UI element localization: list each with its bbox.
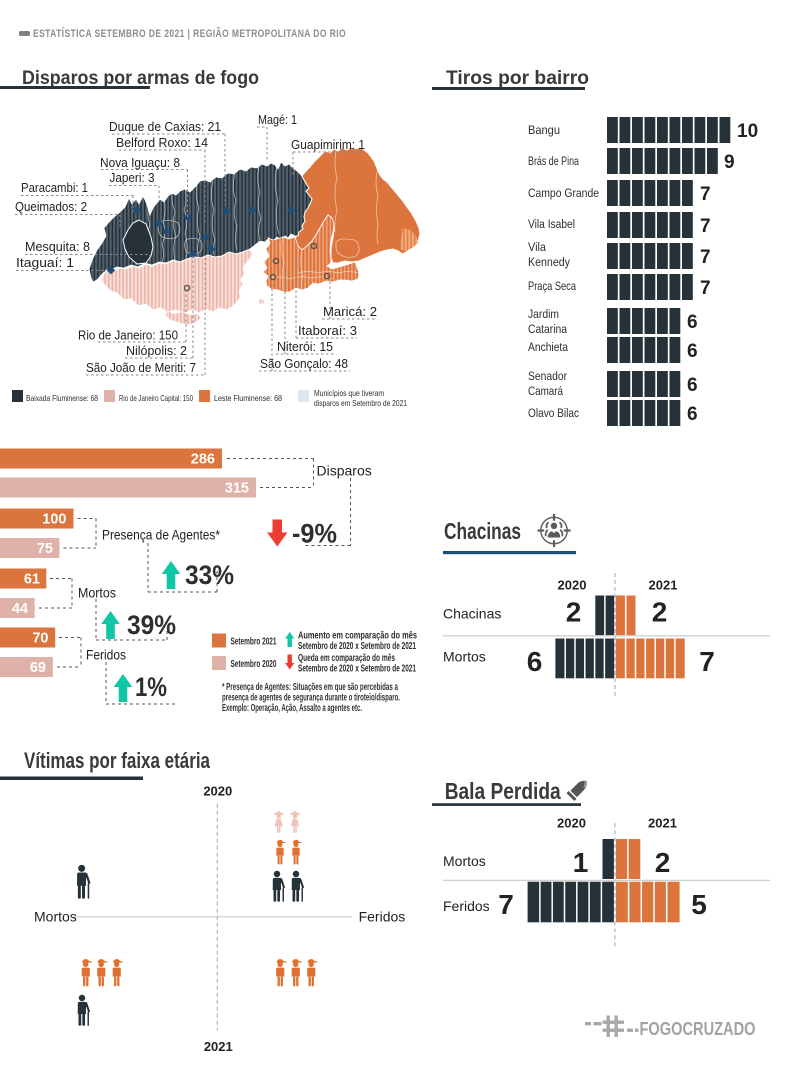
svg-text:Itaboraí: 3: Itaboraí: 3	[298, 323, 357, 338]
svg-text:Camará: Camará	[528, 384, 563, 398]
svg-text:presença de agentes de seguran: presença de agentes de segurança durante…	[222, 693, 400, 704]
svg-text:Feridos: Feridos	[359, 909, 406, 925]
svg-text:Maricá: 2: Maricá: 2	[323, 304, 377, 319]
svg-text:2: 2	[566, 597, 582, 628]
svg-text:7: 7	[498, 889, 514, 920]
svg-text:Brás de Pina: Brás de Pina	[528, 154, 579, 168]
svg-text:Mortos: Mortos	[78, 585, 116, 601]
svg-text:Queda em comparação do mês: Queda em comparação do mês	[298, 653, 395, 664]
svg-text:Niterói: 15: Niterói: 15	[277, 339, 333, 354]
svg-text:7: 7	[699, 646, 715, 677]
svg-text:6: 6	[687, 375, 698, 396]
svg-text:Magé: 1: Magé: 1	[258, 112, 297, 127]
svg-text:2: 2	[655, 847, 671, 878]
svg-text:Olavo Bilac: Olavo Bilac	[528, 406, 579, 420]
svg-text:Municípios que tiveram: Municípios que tiveram	[314, 388, 384, 398]
svg-text:Guapimirim: 1: Guapimirim: 1	[291, 137, 365, 152]
svg-text:2021: 2021	[648, 816, 677, 831]
svg-text:Setembro de 2020 x Setembro de: Setembro de 2020 x Setembro de 2021	[298, 641, 416, 652]
svg-text:9: 9	[724, 152, 735, 173]
svg-text:Duque de Caxias: 21: Duque de Caxias: 21	[109, 119, 221, 134]
svg-text:Paracambi: 1: Paracambi: 1	[21, 180, 88, 195]
svg-text:Belford Roxo: 14: Belford Roxo: 14	[116, 135, 208, 150]
svg-text:Leste Fluminense: 68: Leste Fluminense: 68	[214, 393, 282, 403]
svg-text:6: 6	[687, 404, 698, 425]
svg-text:2021: 2021	[204, 1039, 233, 1054]
svg-text:Feridos: Feridos	[86, 647, 126, 663]
svg-text:Mortos: Mortos	[443, 853, 486, 869]
svg-text:2020: 2020	[203, 784, 232, 799]
svg-text:Setembro de 2020 x Setembro de: Setembro de 2020 x Setembro de 2021	[298, 664, 416, 675]
svg-text:7: 7	[700, 247, 711, 268]
svg-text:São João de Meriti: 7: São João de Meriti: 7	[86, 360, 196, 375]
svg-text:Nova Iguaçu: 8: Nova Iguaçu: 8	[100, 155, 180, 170]
svg-text:Kennedy: Kennedy	[528, 255, 571, 269]
svg-text:2020: 2020	[558, 578, 587, 593]
svg-text:Vítimas por faixa etária: Vítimas por faixa etária	[24, 748, 211, 773]
svg-text:Disparos por armas de fogo: Disparos por armas de fogo	[22, 68, 259, 89]
svg-text:6: 6	[527, 646, 543, 677]
svg-text:Rio de Janeiro: 150: Rio de Janeiro: 150	[78, 328, 178, 343]
svg-text:Senador: Senador	[528, 369, 567, 383]
svg-text:Catarina: Catarina	[528, 322, 567, 336]
svg-text:Vila Isabel: Vila Isabel	[528, 217, 575, 231]
svg-text:Setembro 2021: Setembro 2021	[231, 637, 277, 648]
svg-text:6: 6	[687, 312, 698, 333]
svg-text:5: 5	[691, 889, 707, 920]
svg-text:Campo Grande: Campo Grande	[528, 186, 599, 200]
svg-text:* Presença de Agentes: Situaçõ: * Presença de Agentes: Situações em que …	[222, 682, 398, 693]
svg-text:7: 7	[700, 184, 711, 205]
svg-text:44: 44	[12, 601, 28, 617]
svg-text:1%: 1%	[135, 672, 167, 702]
svg-text:Anchieta: Anchieta	[528, 340, 568, 354]
svg-text:Mortos: Mortos	[34, 909, 77, 925]
svg-text:Bangu: Bangu	[528, 123, 560, 137]
svg-text:Itaguaí: 1: Itaguaí: 1	[16, 255, 74, 270]
svg-text:Aumento em comparação do mês: Aumento em comparação do mês	[298, 631, 417, 642]
svg-text:Setembro 2020: Setembro 2020	[231, 659, 277, 670]
svg-text:39%: 39%	[127, 610, 176, 640]
svg-text:Tiros por bairro: Tiros por bairro	[446, 68, 589, 89]
svg-text:Praça Seca: Praça Seca	[528, 279, 576, 293]
svg-text:1: 1	[573, 847, 589, 878]
svg-text:Baixada Fluminense: 68: Baixada Fluminense: 68	[26, 393, 98, 403]
svg-text:-9%: -9%	[292, 519, 337, 549]
svg-text:Queimados: 2: Queimados: 2	[15, 199, 87, 214]
svg-text:Jardim: Jardim	[528, 307, 559, 321]
svg-text:FOGOCRUZADO: FOGOCRUZADO	[640, 1018, 756, 1039]
svg-text:Mesquita: 8: Mesquita: 8	[25, 239, 90, 254]
svg-text:10: 10	[737, 121, 758, 142]
svg-text:6: 6	[687, 341, 698, 362]
svg-text:ESTATÍSTICA SETEMBRO DE 2021 |: ESTATÍSTICA SETEMBRO DE 2021 | REGIÃO ME…	[33, 27, 346, 40]
svg-text:Vila: Vila	[528, 240, 546, 254]
svg-text:disparos em Setembro de 2021: disparos em Setembro de 2021	[314, 398, 407, 408]
svg-text:Rio de Janeiro Capital: 150: Rio de Janeiro Capital: 150	[119, 393, 193, 403]
svg-text:Feridos: Feridos	[443, 898, 490, 914]
svg-text:Japeri: 3: Japeri: 3	[110, 170, 155, 185]
svg-text:69: 69	[30, 660, 46, 676]
svg-text:2: 2	[652, 597, 668, 628]
svg-text:Chacinas: Chacinas	[444, 518, 521, 544]
svg-text:Disparos: Disparos	[317, 463, 372, 479]
svg-text:7: 7	[700, 216, 711, 237]
svg-text:315: 315	[225, 481, 249, 497]
svg-text:Bala Perdida: Bala Perdida	[445, 778, 561, 804]
svg-text:Chacinas: Chacinas	[443, 606, 501, 622]
svg-text:75: 75	[37, 541, 53, 557]
svg-text:Exemplo: Operação, Ação, Assal: Exemplo: Operação, Ação, Assalto a agent…	[222, 703, 362, 714]
svg-text:Presença de Agentes*: Presença de Agentes*	[102, 527, 220, 543]
svg-text:70: 70	[32, 631, 48, 647]
svg-text:33%: 33%	[185, 560, 234, 590]
svg-text:2021: 2021	[649, 578, 678, 593]
svg-text:7: 7	[700, 278, 711, 299]
svg-text:2020: 2020	[557, 816, 586, 831]
svg-text:61: 61	[24, 572, 40, 588]
svg-text:Mortos: Mortos	[443, 649, 486, 665]
svg-text:São Gonçalo: 48: São Gonçalo: 48	[260, 356, 348, 371]
svg-text:Nilópolis: 2: Nilópolis: 2	[126, 343, 187, 358]
svg-text:286: 286	[191, 452, 215, 468]
svg-text:100: 100	[42, 512, 66, 528]
